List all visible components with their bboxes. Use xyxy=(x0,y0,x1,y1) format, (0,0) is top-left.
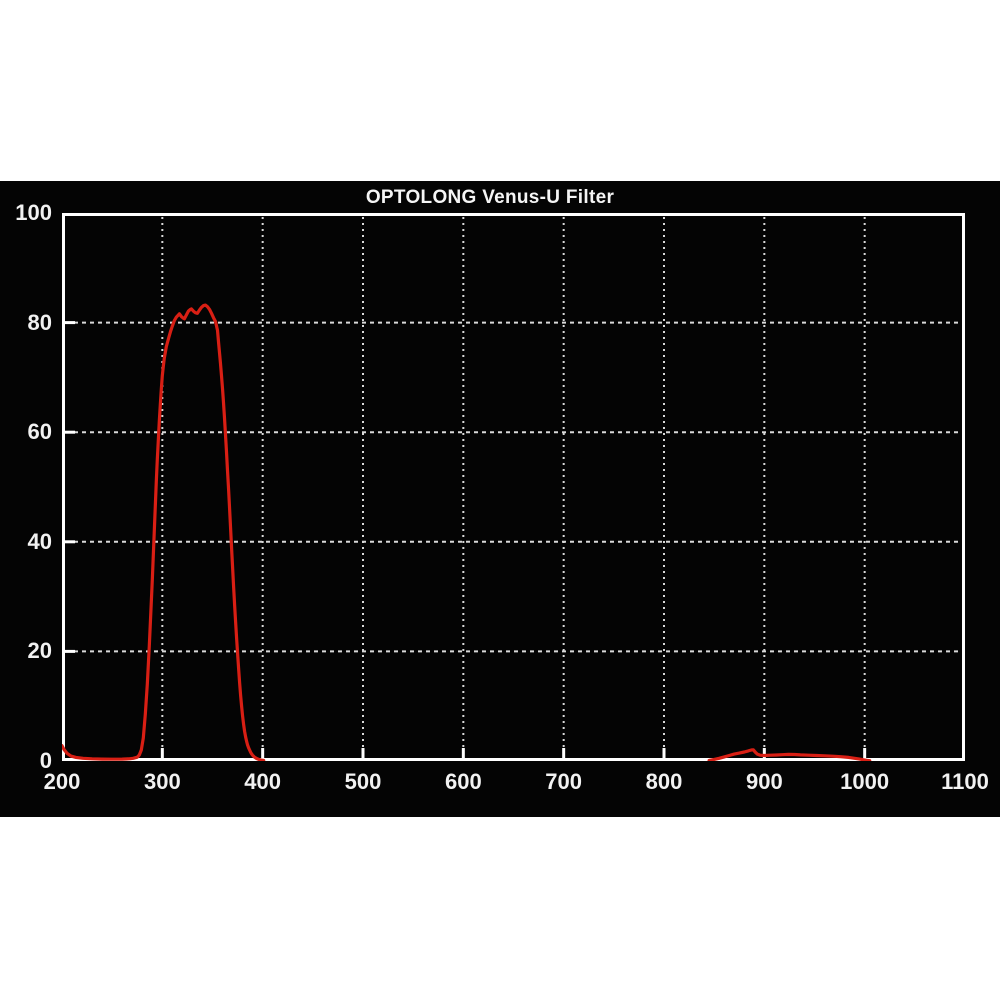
x-tick-label: 400 xyxy=(244,769,282,794)
y-tick-label: 20 xyxy=(27,638,52,664)
chart-title: OPTOLONG Venus-U Filter xyxy=(365,187,615,208)
y-tick-label: 0 xyxy=(39,748,52,773)
chart-background xyxy=(0,181,1000,817)
y-tick-label: 60 xyxy=(27,419,52,445)
x-tick-label: 700 xyxy=(545,769,583,794)
x-tick-label: 1100 xyxy=(941,769,989,794)
x-tick-label: 600 xyxy=(444,769,482,794)
x-tick-label: 800 xyxy=(645,769,683,794)
transmission-curve xyxy=(707,748,872,761)
x-tick-label: 300 xyxy=(143,769,181,794)
y-tick-label: 80 xyxy=(27,309,52,335)
plot-area xyxy=(62,213,965,761)
transmission-chart-svg xyxy=(62,213,965,761)
y-tick-label: 100 xyxy=(15,200,52,225)
transmission-curve xyxy=(62,303,266,761)
y-tick-label: 40 xyxy=(27,528,52,554)
x-tick-label: 900 xyxy=(745,769,783,794)
plot-frame xyxy=(62,213,965,761)
x-tick-label: 200 xyxy=(43,769,81,794)
x-tick-label: 1000 xyxy=(840,769,890,794)
x-tick-label: 500 xyxy=(344,769,382,794)
